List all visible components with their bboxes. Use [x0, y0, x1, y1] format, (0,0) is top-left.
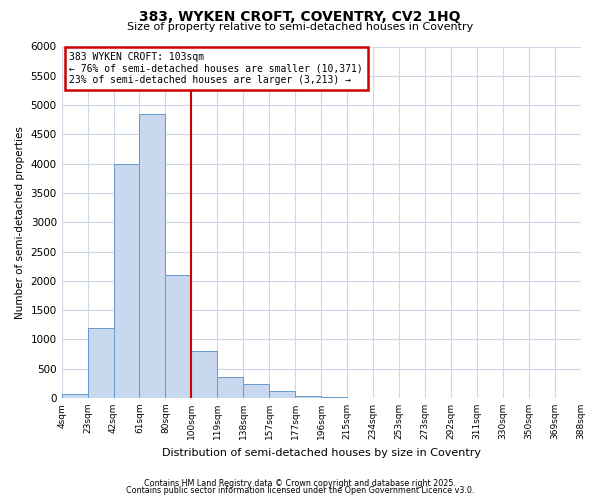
Text: 383, WYKEN CROFT, COVENTRY, CV2 1HQ: 383, WYKEN CROFT, COVENTRY, CV2 1HQ — [139, 10, 461, 24]
Bar — [295, 396, 321, 398]
Bar — [62, 394, 88, 398]
Bar — [88, 328, 113, 398]
Text: Contains HM Land Registry data © Crown copyright and database right 2025.: Contains HM Land Registry data © Crown c… — [144, 478, 456, 488]
Bar — [243, 384, 269, 398]
Bar — [139, 114, 166, 398]
Bar — [269, 391, 295, 398]
Text: Contains public sector information licensed under the Open Government Licence v3: Contains public sector information licen… — [126, 486, 474, 495]
X-axis label: Distribution of semi-detached houses by size in Coventry: Distribution of semi-detached houses by … — [161, 448, 481, 458]
Text: 383 WYKEN CROFT: 103sqm
← 76% of semi-detached houses are smaller (10,371)
23% o: 383 WYKEN CROFT: 103sqm ← 76% of semi-de… — [70, 52, 363, 85]
Bar — [191, 351, 217, 398]
Bar — [217, 378, 243, 398]
Bar — [166, 275, 191, 398]
Bar — [113, 164, 139, 398]
Y-axis label: Number of semi-detached properties: Number of semi-detached properties — [15, 126, 25, 318]
Text: Size of property relative to semi-detached houses in Coventry: Size of property relative to semi-detach… — [127, 22, 473, 32]
